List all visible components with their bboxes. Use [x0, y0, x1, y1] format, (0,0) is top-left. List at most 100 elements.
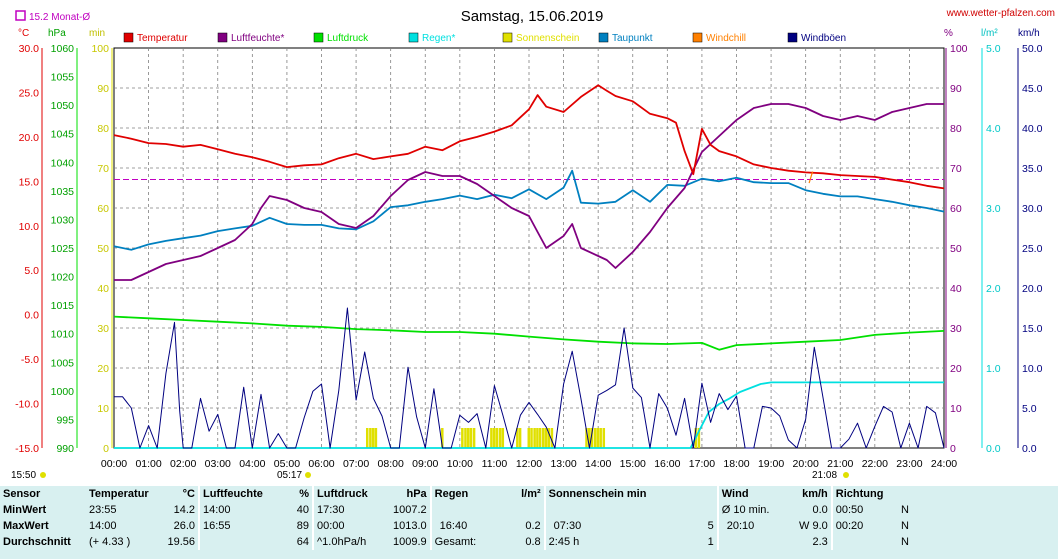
row-label: MinWert: [3, 504, 47, 516]
x-tick-label: 17:00: [689, 458, 715, 470]
sunshine-bar: [490, 428, 493, 448]
x-tick-label: 05:00: [274, 458, 300, 470]
avg-legend-label: 15.2 Monat-Ø: [29, 12, 90, 23]
rain-time: Gesamt:: [434, 536, 477, 548]
x-tick-label: 03:00: [205, 458, 231, 470]
sunshine-bar: [518, 428, 522, 448]
sunshine-bar: [536, 428, 539, 448]
tick-label-minutes: 90: [97, 83, 109, 95]
x-tick-label: 21:00: [827, 458, 853, 470]
tick-label-minutes: 70: [97, 163, 109, 175]
tick-label-rain: 1.0: [986, 363, 1001, 375]
series-line-regen: [114, 381, 944, 449]
temp-time: 23:55: [89, 504, 117, 516]
website-link[interactable]: www.wetter-pfalzen.com: [946, 8, 1055, 19]
x-tick-label: 10:00: [447, 458, 473, 470]
col-wind: Wind: [721, 488, 749, 500]
legend-label: Regen*: [422, 33, 455, 44]
tick-label-humidity: 90: [950, 83, 962, 95]
sunshine-bar: [501, 428, 505, 448]
legend-label: Luftdruck: [327, 33, 369, 44]
tick-label-minutes: 10: [97, 403, 109, 415]
rain-time: 16:40: [439, 520, 468, 532]
x-tick-label: 07:00: [343, 458, 369, 470]
row-label: MaxWert: [3, 520, 49, 532]
sunset-icon: [843, 472, 849, 478]
row-label: Durchschnitt: [3, 536, 71, 548]
sun-time: 2:45 h: [548, 536, 580, 548]
chart-title: Samstag, 15.06.2019: [461, 8, 604, 25]
dir-time: 00:50: [835, 504, 864, 516]
legend-label: Sonnenschein: [516, 33, 579, 44]
tick-label-pressure: 1040: [51, 157, 75, 169]
sun-time: [545, 502, 675, 518]
press-time: 17:30: [317, 504, 345, 516]
sunshine-bar: [593, 428, 597, 448]
hum-value: 40: [276, 502, 314, 518]
temp-time: (+ 4.33 ): [89, 536, 131, 548]
tick-label-minutes: 30: [97, 323, 109, 335]
sunshine-bar: [441, 428, 444, 448]
stats-row-max: MaxWert 14:00 26.0 16:55 89 00:00 1013.0…: [0, 518, 1058, 534]
press-value: 1009.9: [390, 534, 432, 550]
unit-pct: %: [944, 28, 953, 39]
x-tick-label: 01:00: [135, 458, 161, 470]
tick-label-humidity: 10: [950, 403, 962, 415]
tick-label-temp: 0.0: [24, 310, 39, 322]
tick-label-humidity: 40: [950, 283, 962, 295]
sun-value: [674, 502, 719, 518]
sunshine-bar: [596, 428, 600, 448]
col-rain: Regen: [434, 488, 469, 500]
x-tick-label: 11:00: [482, 458, 508, 470]
tick-label-wind: 5.0: [1022, 403, 1037, 415]
avg-legend-box: [15, 10, 26, 21]
x-tick-label: 23:00: [896, 458, 922, 470]
tick-label-pressure: 1015: [51, 300, 75, 312]
sunshine-bar: [544, 428, 548, 448]
press-time: 00:00: [317, 520, 345, 532]
tick-label-humidity: 70: [950, 163, 962, 175]
series-line-temperatur: [113, 84, 945, 190]
start-time: 15:50: [11, 470, 36, 481]
sunshine-bar: [469, 428, 473, 448]
sun-value: 5: [674, 518, 719, 534]
series-line-windböen: [114, 307, 945, 449]
tick-label-temp: 30.0: [19, 43, 40, 55]
x-tick-label: 24:00: [931, 458, 957, 470]
tick-label-humidity: 0: [950, 443, 956, 455]
tick-label-pressure: 990: [56, 443, 74, 455]
legend-swatch: [123, 32, 134, 43]
tick-label-wind: 15.0: [1022, 323, 1043, 335]
sunshine-bar: [585, 428, 588, 448]
tick-label-temp: -10.0: [15, 399, 39, 411]
tick-label-minutes: 80: [97, 123, 109, 135]
tick-label-pressure: 1025: [51, 243, 75, 255]
axes: 30.0 25.0 20.0 15.0 10.0 5.0 0.0 -5.0 -10.0 -15.0…: [15, 43, 1043, 470]
unit-rain: l/m²: [981, 28, 998, 39]
tick-label-wind: 35.0: [1022, 163, 1043, 175]
dir-time: [832, 534, 889, 550]
dir-value: N: [901, 536, 909, 548]
legend: Temperatur Luftfeuchte* Luftdruck Regen* Son…: [123, 32, 846, 44]
x-tick-label: 19:00: [758, 458, 784, 470]
col-sun: Sonnenschein min: [544, 486, 719, 502]
series-line-taupunkt: [113, 169, 945, 251]
dir-value: N: [901, 504, 909, 516]
series-line-windchill: [808, 171, 814, 184]
tick-label-wind: 45.0: [1022, 83, 1043, 95]
tick-label-pressure: 1005: [51, 357, 75, 369]
tick-label-humidity: 80: [950, 123, 962, 135]
tick-label-minutes: 40: [97, 283, 109, 295]
legend-swatch: [598, 32, 609, 43]
hum-time: [199, 534, 276, 550]
tick-label-humidity: 100: [950, 43, 968, 55]
x-tick-label: 16:00: [654, 458, 680, 470]
tick-label-wind: 0.0: [1022, 443, 1037, 455]
tick-label-pressure: 1050: [51, 100, 75, 112]
sunshine-bar: [466, 428, 470, 448]
sunrise-icon: [305, 472, 311, 478]
tick-label-minutes: 0: [103, 443, 109, 455]
legend-label: Luftfeuchte*: [231, 33, 284, 44]
rain-time: [431, 502, 503, 518]
hum-time: 16:55: [203, 520, 231, 532]
